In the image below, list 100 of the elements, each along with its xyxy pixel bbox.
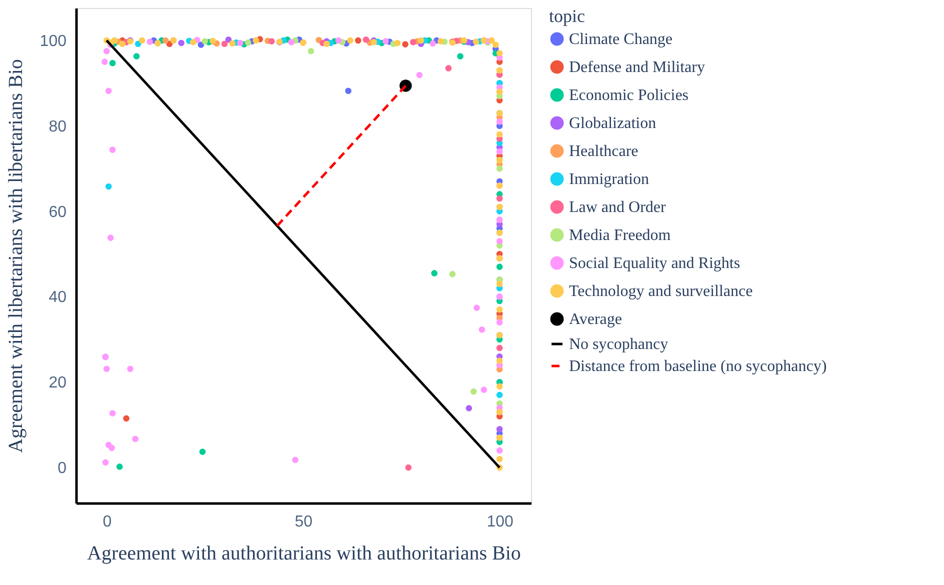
point: [496, 392, 503, 398]
point: [496, 383, 503, 390]
legend-label: Technology and surveillance: [569, 283, 753, 300]
point: [496, 456, 503, 462]
point: [496, 306, 503, 313]
point: [457, 53, 464, 60]
point: [480, 386, 488, 393]
point: [132, 436, 138, 442]
point: [116, 464, 123, 470]
point: [109, 410, 116, 416]
legend-label: Social Equality and Rights: [569, 255, 740, 272]
legend-label: Climate Change: [569, 31, 673, 48]
point: [418, 37, 424, 44]
point: [437, 38, 444, 44]
legend-label: Defense and Military: [569, 59, 705, 76]
point: [496, 238, 503, 244]
point: [472, 38, 480, 45]
point: [405, 464, 412, 471]
point: [123, 415, 130, 422]
y-tick-label: 20: [48, 374, 67, 392]
point: [268, 38, 275, 44]
x-tick-label: 50: [294, 514, 313, 530]
point: [107, 234, 114, 241]
point: [102, 58, 108, 65]
legend-label: Media Freedom: [569, 227, 672, 244]
legend-label: Law and Order: [569, 199, 667, 216]
point: [362, 36, 370, 43]
point: [198, 42, 204, 48]
point: [178, 40, 184, 46]
point: [292, 456, 298, 464]
x-tick-label: 0: [102, 514, 112, 530]
point: [410, 39, 416, 46]
point: [324, 40, 330, 48]
point: [347, 37, 354, 44]
point: [237, 40, 244, 46]
legend-label: Healthcare: [569, 143, 638, 160]
point: [221, 40, 228, 48]
legend-label: No sycophancy: [569, 336, 668, 353]
point: [470, 388, 477, 395]
point: [162, 37, 169, 44]
point: [496, 148, 503, 155]
point: [127, 366, 134, 372]
point: [105, 183, 112, 190]
point: [496, 319, 503, 326]
y-tick-label: 60: [48, 204, 67, 221]
point: [138, 37, 146, 44]
point: [288, 39, 294, 46]
point: [103, 48, 110, 54]
legend-label: Economic Policies: [569, 87, 689, 104]
x-tick-label: 100: [486, 514, 514, 530]
point: [229, 40, 236, 47]
point: [496, 358, 503, 364]
point: [496, 50, 503, 56]
legend-title: topic: [549, 6, 585, 26]
legend-label: Immigration: [569, 171, 649, 188]
point: [244, 39, 252, 46]
point: [308, 48, 314, 54]
point: [345, 88, 352, 94]
point: [202, 38, 208, 44]
point: [103, 366, 110, 372]
point: [225, 36, 232, 43]
point: [431, 270, 438, 276]
point: [102, 459, 109, 466]
point: [394, 40, 401, 46]
point: [474, 304, 480, 311]
point: [466, 405, 472, 412]
point: [496, 131, 503, 138]
point: [190, 39, 196, 46]
point: [416, 72, 423, 78]
point: [492, 42, 499, 48]
point: [496, 447, 503, 454]
point: [496, 426, 503, 432]
legend-label: Distance from baseline (no sycophancy): [569, 358, 827, 375]
point: [496, 165, 503, 172]
point: [105, 88, 112, 94]
point: [199, 448, 206, 455]
point: [496, 118, 503, 125]
point: [449, 270, 456, 278]
point: [252, 37, 260, 44]
point: [445, 65, 452, 72]
y-tick-label: 80: [48, 118, 67, 136]
point: [109, 60, 116, 66]
point: [108, 444, 115, 452]
point: [488, 37, 495, 44]
point: [402, 41, 408, 48]
point: [335, 37, 342, 44]
point: [119, 40, 126, 48]
point: [478, 326, 486, 333]
point: [382, 38, 389, 44]
legend-label: Globalization: [569, 115, 656, 132]
point: [496, 344, 503, 352]
point: [146, 38, 154, 45]
point: [354, 37, 362, 44]
point: [109, 146, 116, 153]
y-axis-title: Agreement with libertarians with libertarians Bio: [4, 59, 27, 453]
y-tick-label: 100: [40, 32, 67, 50]
point: [496, 264, 503, 270]
point: [133, 53, 140, 60]
point: [430, 40, 436, 47]
x-axis-title: Agreement with authoritarians with authoritarians Bio: [87, 542, 521, 564]
